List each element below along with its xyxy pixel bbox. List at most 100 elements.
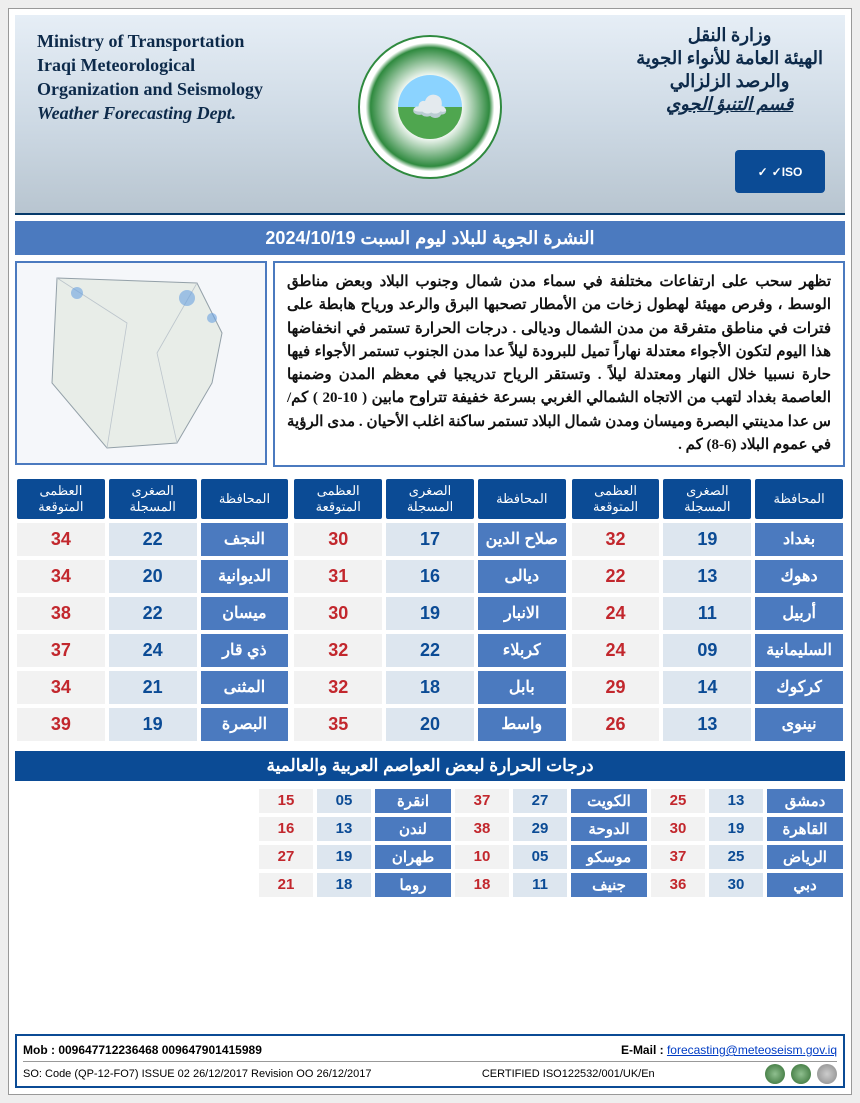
world-city: موسكو [569, 843, 649, 871]
world-high: 25 [649, 787, 707, 815]
world-low: 27 [511, 787, 569, 815]
high-cell: 22 [570, 558, 662, 595]
table-row: كربلاء2232 [292, 632, 567, 669]
high-cell: 31 [292, 558, 384, 595]
email-link[interactable]: forecasting@meteoseism.gov.iq [667, 1043, 837, 1057]
city-cell: دهوك [753, 558, 845, 595]
world-city: الدوحة [569, 815, 649, 843]
city-cell: المثنى [199, 669, 291, 706]
high-cell: 34 [15, 558, 107, 595]
city-cell: السليمانية [753, 632, 845, 669]
city-cell: كركوك [753, 669, 845, 706]
table-row: المثنى2134 [15, 669, 290, 706]
city-cell: ذي قار [199, 632, 291, 669]
high-cell: 32 [570, 521, 662, 558]
low-cell: 13 [661, 558, 753, 595]
world-high: 21 [257, 871, 315, 899]
iso-badge: ✓ ISO [735, 150, 825, 193]
world-row: القاهرة1930الدوحة2938لندن1316 [15, 815, 845, 843]
low-cell: 19 [107, 706, 199, 743]
world-high: 18 [453, 871, 511, 899]
world-row: الرياض2537موسكو0510طهران1927 [15, 843, 845, 871]
table-row: أربيل1124 [570, 595, 845, 632]
world-city: الرياض [765, 843, 845, 871]
city-cell: النجف [199, 521, 291, 558]
low-cell: 14 [661, 669, 753, 706]
world-high: 10 [453, 843, 511, 871]
low-cell: 13 [661, 706, 753, 743]
table-row: ديالى1631 [292, 558, 567, 595]
world-low: 25 [707, 843, 765, 871]
low-cell: 20 [384, 706, 476, 743]
high-cell: 37 [15, 632, 107, 669]
high-cell: 24 [570, 632, 662, 669]
high-cell: 24 [570, 595, 662, 632]
world-row: دبي3036جنيف1118روما1821 [15, 871, 845, 899]
world-high: 38 [453, 815, 511, 843]
high-cell: 35 [292, 706, 384, 743]
bulletin-title: النشرة الجوية للبلاد ليوم السبت 2024/10/… [15, 221, 845, 255]
table-row: كركوك1429 [570, 669, 845, 706]
world-low: 05 [315, 787, 373, 815]
world-city: الكويت [569, 787, 649, 815]
world-low: 19 [707, 815, 765, 843]
world-low: 30 [707, 871, 765, 899]
table-row: واسط2035 [292, 706, 567, 743]
world-city: لندن [373, 815, 453, 843]
world-city: روما [373, 871, 453, 899]
city-cell: كربلاء [476, 632, 568, 669]
world-low: 29 [511, 815, 569, 843]
header: Ministry of Transportation Iraqi Meteoro… [15, 15, 845, 215]
table-row: الديوانية2034 [15, 558, 290, 595]
col-low: الصغرى المسجلة [661, 477, 753, 521]
table-row: بابل1832 [292, 669, 567, 706]
header-english: Ministry of Transportation Iraqi Meteoro… [37, 31, 263, 127]
world-high: 36 [649, 871, 707, 899]
world-high: 37 [649, 843, 707, 871]
world-row: دمشق1325الكويت2737انقرة0515 [15, 787, 845, 815]
cert-text: CERTIFIED ISO122532/001/UK/En [482, 1068, 655, 1080]
world-low: 13 [707, 787, 765, 815]
world-low: 11 [511, 871, 569, 899]
world-high: 37 [453, 787, 511, 815]
high-cell: 26 [570, 706, 662, 743]
city-cell: أربيل [753, 595, 845, 632]
world-high: 15 [257, 787, 315, 815]
low-cell: 16 [384, 558, 476, 595]
table-row: ميسان2238 [15, 595, 290, 632]
low-cell: 11 [661, 595, 753, 632]
low-cell: 19 [384, 595, 476, 632]
high-cell: 30 [292, 521, 384, 558]
high-cell: 39 [15, 706, 107, 743]
world-city: جنيف [569, 871, 649, 899]
city-cell: صلاح الدين [476, 521, 568, 558]
world-city: طهران [373, 843, 453, 871]
world-city: دبي [765, 871, 845, 899]
world-city: انقرة [373, 787, 453, 815]
high-cell: 30 [292, 595, 384, 632]
city-cell: بغداد [753, 521, 845, 558]
table-row: نينوى1326 [570, 706, 845, 743]
city-cell: الديوانية [199, 558, 291, 595]
high-cell: 32 [292, 669, 384, 706]
city-cell: واسط [476, 706, 568, 743]
province-tables: المحافظة الصغرى المسجلة العظمى المتوقعة … [15, 477, 845, 743]
table-row: السليمانية0924 [570, 632, 845, 669]
low-cell: 24 [107, 632, 199, 669]
city-cell: نينوى [753, 706, 845, 743]
table-row: ذي قار2437 [15, 632, 290, 669]
city-cell: بابل [476, 669, 568, 706]
mobile-numbers: Mob : 009647712236468 009647901415989 [23, 1043, 262, 1057]
org-logo: ☁️ [358, 35, 502, 179]
city-cell: البصرة [199, 706, 291, 743]
table-row: البصرة1939 [15, 706, 290, 743]
high-cell: 29 [570, 669, 662, 706]
table-row: دهوك1322 [570, 558, 845, 595]
table-block-3: المحافظة الصغرى المسجلة العظمى المتوقعة … [15, 477, 290, 743]
city-cell: ميسان [199, 595, 291, 632]
world-high: 16 [257, 815, 315, 843]
synopsis-text: تظهر سحب على ارتفاعات مختلفة في سماء مدن… [273, 261, 845, 467]
world-table: دمشق1325الكويت2737انقرة0515القاهرة1930ال… [15, 787, 845, 899]
table-row: النجف2234 [15, 521, 290, 558]
seal-icons [765, 1064, 837, 1084]
